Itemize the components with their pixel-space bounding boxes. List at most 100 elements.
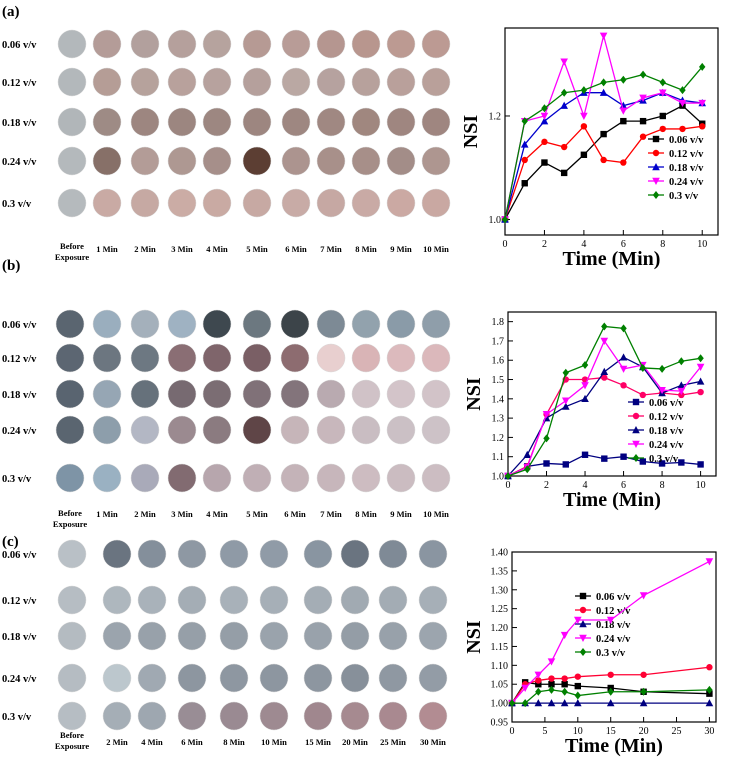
series-0-06-v-v: 0.06 v/v <box>504 398 704 480</box>
data-point <box>521 180 528 187</box>
sample-swatch <box>280 463 310 493</box>
column-label: 3 Min <box>171 509 193 519</box>
x-axis-label: Time (Min) <box>565 735 663 757</box>
data-point <box>560 631 569 640</box>
data-point <box>600 130 607 138</box>
sample-swatch <box>340 539 370 569</box>
column-label: 2 Min <box>134 244 156 254</box>
data-point <box>561 402 570 410</box>
series-line <box>511 560 710 704</box>
sample-swatch <box>351 29 381 59</box>
sample-swatch <box>102 621 132 651</box>
row-label: 0.12 v/v <box>2 596 37 607</box>
data-point <box>619 365 628 373</box>
y-tick-label: 1.25 <box>491 604 509 615</box>
sample-swatch <box>340 701 370 731</box>
sample-swatch <box>57 188 87 218</box>
sample-swatch <box>316 188 346 218</box>
column-label-line2: Exposure <box>53 519 88 529</box>
sample-swatch <box>167 379 197 409</box>
data-point <box>561 397 570 405</box>
legend-marker <box>579 648 587 656</box>
sample-swatch <box>57 701 87 731</box>
data-point <box>607 687 614 696</box>
sample-swatch <box>378 663 408 693</box>
sample-swatch <box>167 29 197 59</box>
legend-label: 0.06 v/v <box>649 398 684 409</box>
y-tick-label: 1.35 <box>491 566 509 577</box>
sample-swatch <box>55 309 85 339</box>
sample-swatch <box>351 146 381 176</box>
sample-swatch <box>418 621 448 651</box>
swatch-grid: 0.06 v/v 0.12 v/v 0.18 v/v 0.24 v/v 0.3 v/v B… <box>2 539 448 751</box>
column-label: 6 Min <box>284 509 306 519</box>
data-point <box>540 112 549 120</box>
sample-swatch <box>219 585 249 615</box>
sample-swatch <box>57 585 87 615</box>
sample-swatch <box>130 67 160 97</box>
legend-label: 0.18 v/v <box>649 426 684 437</box>
data-point <box>678 99 687 108</box>
column-label: 5 Min <box>246 244 268 254</box>
sample-swatch <box>421 309 451 339</box>
sample-swatch <box>421 379 451 409</box>
data-point <box>547 699 556 707</box>
sample-swatch <box>316 309 346 339</box>
data-point <box>697 354 704 363</box>
column-label: 7 Min <box>320 509 342 519</box>
column-label: 3 Min <box>171 244 193 254</box>
sample-swatch <box>130 188 160 218</box>
x-tick-label: 10 <box>573 726 583 737</box>
column-label: Before Exposure <box>55 241 90 262</box>
data-point <box>543 460 550 467</box>
data-point <box>560 169 568 177</box>
sample-swatch <box>259 701 289 731</box>
data-point <box>574 691 582 700</box>
data-point <box>581 451 589 458</box>
sample-swatch <box>418 585 448 615</box>
data-point <box>620 382 627 389</box>
sample-swatch <box>177 539 207 569</box>
sample-swatch <box>418 663 448 693</box>
sample-swatch <box>316 29 346 59</box>
data-point <box>639 391 647 399</box>
column-label: 10 Min <box>423 244 449 254</box>
legend-marker <box>652 191 660 199</box>
column-label: 6 Min <box>285 244 307 254</box>
row-label: 0.3 v/v <box>2 712 32 723</box>
data-point <box>619 101 628 109</box>
data-point <box>699 62 706 71</box>
sample-swatch <box>386 415 416 445</box>
column-label: 8 Min <box>223 737 245 747</box>
sample-swatch <box>137 585 167 615</box>
legend-marker <box>632 426 640 434</box>
data-point <box>697 461 704 468</box>
y-axis-label: NSI <box>460 115 482 149</box>
data-point <box>574 616 582 624</box>
legend-marker <box>579 606 587 614</box>
data-point <box>606 616 615 624</box>
column-label: 4 Min <box>141 737 163 747</box>
data-point <box>540 117 549 125</box>
data-point <box>696 363 705 371</box>
y-tick-label: 1.30 <box>491 585 509 596</box>
sample-swatch <box>219 701 249 731</box>
y-tick-label: 1.7 <box>492 336 505 347</box>
sample-swatch <box>92 415 122 445</box>
sample-swatch <box>259 663 289 693</box>
legend-marker <box>652 135 660 143</box>
legend-label: 0.3 v/v <box>669 191 699 202</box>
sample-swatch <box>137 701 167 731</box>
data-point <box>658 364 666 373</box>
data-point <box>599 32 608 40</box>
sample-swatch <box>421 107 451 137</box>
plot-frame <box>504 27 719 236</box>
sample-swatch <box>167 67 197 97</box>
data-point <box>659 78 666 87</box>
legend-label: 0.3 v/v <box>649 454 679 465</box>
sample-swatch <box>202 29 232 59</box>
column-label: 7 Min <box>320 244 342 254</box>
sample-swatch <box>316 379 346 409</box>
row-label: 0.12 v/v <box>2 78 37 89</box>
